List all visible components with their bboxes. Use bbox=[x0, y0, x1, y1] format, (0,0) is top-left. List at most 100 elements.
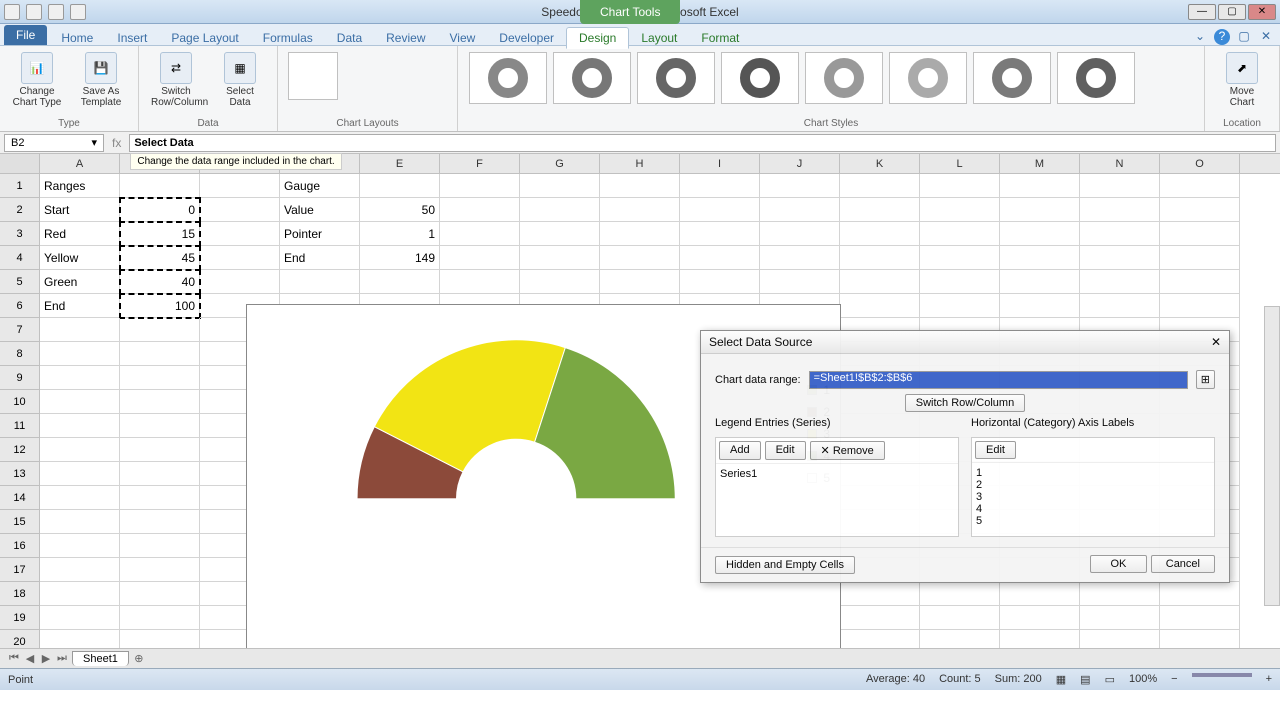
row-header[interactable]: 10 bbox=[0, 390, 40, 414]
cell[interactable] bbox=[1080, 294, 1160, 318]
cell[interactable] bbox=[40, 606, 120, 630]
select-data-button[interactable]: ▦ Select Data bbox=[211, 50, 269, 110]
tab-format[interactable]: Format bbox=[689, 28, 751, 48]
row-header[interactable]: 19 bbox=[0, 606, 40, 630]
cell[interactable] bbox=[120, 630, 200, 648]
cell[interactable] bbox=[360, 270, 440, 294]
cell[interactable] bbox=[120, 438, 200, 462]
cell[interactable] bbox=[1000, 294, 1080, 318]
cell[interactable] bbox=[280, 270, 360, 294]
dialog-close-icon[interactable]: ✕ bbox=[1211, 335, 1221, 349]
cell[interactable] bbox=[1160, 582, 1240, 606]
cell[interactable] bbox=[440, 246, 520, 270]
column-header[interactable]: J bbox=[760, 154, 840, 173]
row-header[interactable]: 16 bbox=[0, 534, 40, 558]
cell[interactable] bbox=[40, 630, 120, 648]
cell[interactable]: 50 bbox=[360, 198, 440, 222]
cell[interactable] bbox=[920, 630, 1000, 648]
cell[interactable] bbox=[680, 246, 760, 270]
cell[interactable] bbox=[1160, 294, 1240, 318]
remove-series-button[interactable]: ✕ Remove bbox=[810, 441, 885, 460]
cell[interactable] bbox=[920, 606, 1000, 630]
switch-row-column-dialog-button[interactable]: Switch Row/Column bbox=[905, 394, 1025, 412]
excel-icon[interactable] bbox=[4, 4, 20, 20]
cell[interactable] bbox=[1160, 174, 1240, 198]
cell[interactable] bbox=[520, 246, 600, 270]
zoom-slider[interactable] bbox=[1192, 673, 1252, 677]
cell[interactable]: Ranges bbox=[40, 174, 120, 198]
move-chart-button[interactable]: ⬈ Move Chart bbox=[1213, 50, 1271, 110]
cell[interactable] bbox=[920, 246, 1000, 270]
row-header[interactable]: 1 bbox=[0, 174, 40, 198]
cell[interactable] bbox=[40, 462, 120, 486]
view-break-icon[interactable]: ▭ bbox=[1105, 673, 1115, 686]
cell[interactable] bbox=[440, 198, 520, 222]
cell[interactable] bbox=[1000, 222, 1080, 246]
chart-style-thumb[interactable] bbox=[469, 52, 547, 104]
cell[interactable]: 45 bbox=[120, 246, 200, 270]
cell[interactable] bbox=[840, 270, 920, 294]
category-item[interactable]: 2 bbox=[976, 479, 1210, 491]
cell[interactable] bbox=[840, 582, 920, 606]
tab-data[interactable]: Data bbox=[325, 28, 374, 48]
cell[interactable] bbox=[1080, 198, 1160, 222]
undo-icon[interactable] bbox=[48, 4, 64, 20]
category-item[interactable]: 4 bbox=[976, 503, 1210, 515]
row-header[interactable]: 12 bbox=[0, 438, 40, 462]
cell[interactable] bbox=[920, 270, 1000, 294]
cell[interactable] bbox=[1000, 246, 1080, 270]
cell[interactable] bbox=[120, 366, 200, 390]
cell[interactable] bbox=[520, 174, 600, 198]
cell[interactable] bbox=[600, 198, 680, 222]
chart-data-range-input[interactable]: =Sheet1!$B$2:$B$6 bbox=[809, 371, 1188, 389]
cell[interactable] bbox=[440, 174, 520, 198]
zoom-out-icon[interactable]: − bbox=[1171, 673, 1177, 686]
column-header[interactable]: E bbox=[360, 154, 440, 173]
cell[interactable] bbox=[680, 270, 760, 294]
column-header[interactable]: H bbox=[600, 154, 680, 173]
column-header[interactable]: L bbox=[920, 154, 1000, 173]
tab-review[interactable]: Review bbox=[374, 28, 437, 48]
cell[interactable] bbox=[520, 270, 600, 294]
cell[interactable] bbox=[760, 198, 840, 222]
hidden-empty-cells-button[interactable]: Hidden and Empty Cells bbox=[715, 556, 855, 574]
cell[interactable]: Pointer bbox=[280, 222, 360, 246]
tab-page-layout[interactable]: Page Layout bbox=[159, 28, 250, 48]
cell[interactable] bbox=[200, 270, 280, 294]
row-header[interactable]: 15 bbox=[0, 510, 40, 534]
category-item[interactable]: 5 bbox=[976, 515, 1210, 527]
cell[interactable] bbox=[1000, 630, 1080, 648]
cell[interactable] bbox=[600, 222, 680, 246]
cell[interactable] bbox=[40, 582, 120, 606]
select-all-corner[interactable] bbox=[0, 154, 40, 173]
cell[interactable] bbox=[40, 366, 120, 390]
cell[interactable] bbox=[1160, 630, 1240, 648]
cell[interactable] bbox=[920, 174, 1000, 198]
cell[interactable] bbox=[840, 294, 920, 318]
cell[interactable] bbox=[760, 174, 840, 198]
cell[interactable] bbox=[840, 630, 920, 648]
cell[interactable] bbox=[1080, 174, 1160, 198]
range-picker-icon[interactable]: ⊞ bbox=[1196, 370, 1215, 389]
chart-style-thumb[interactable] bbox=[973, 52, 1051, 104]
column-header[interactable]: O bbox=[1160, 154, 1240, 173]
save-as-template-button[interactable]: 💾 Save As Template bbox=[72, 50, 130, 110]
cell[interactable] bbox=[40, 438, 120, 462]
redo-icon[interactable] bbox=[70, 4, 86, 20]
name-box[interactable]: B2▾ bbox=[4, 134, 104, 152]
edit-series-button[interactable]: Edit bbox=[765, 441, 806, 460]
cell[interactable]: 1 bbox=[360, 222, 440, 246]
cell[interactable] bbox=[840, 222, 920, 246]
tab-developer[interactable]: Developer bbox=[487, 28, 566, 48]
cell[interactable]: End bbox=[40, 294, 120, 318]
chart-style-thumb[interactable] bbox=[721, 52, 799, 104]
prev-sheet-icon[interactable]: ◀ bbox=[22, 652, 38, 665]
category-item[interactable]: 3 bbox=[976, 491, 1210, 503]
cell[interactable] bbox=[920, 294, 1000, 318]
cell[interactable] bbox=[600, 174, 680, 198]
row-header[interactable]: 9 bbox=[0, 366, 40, 390]
column-header[interactable]: G bbox=[520, 154, 600, 173]
zoom-in-icon[interactable]: + bbox=[1266, 673, 1272, 686]
cell[interactable] bbox=[920, 198, 1000, 222]
cell[interactable] bbox=[600, 270, 680, 294]
